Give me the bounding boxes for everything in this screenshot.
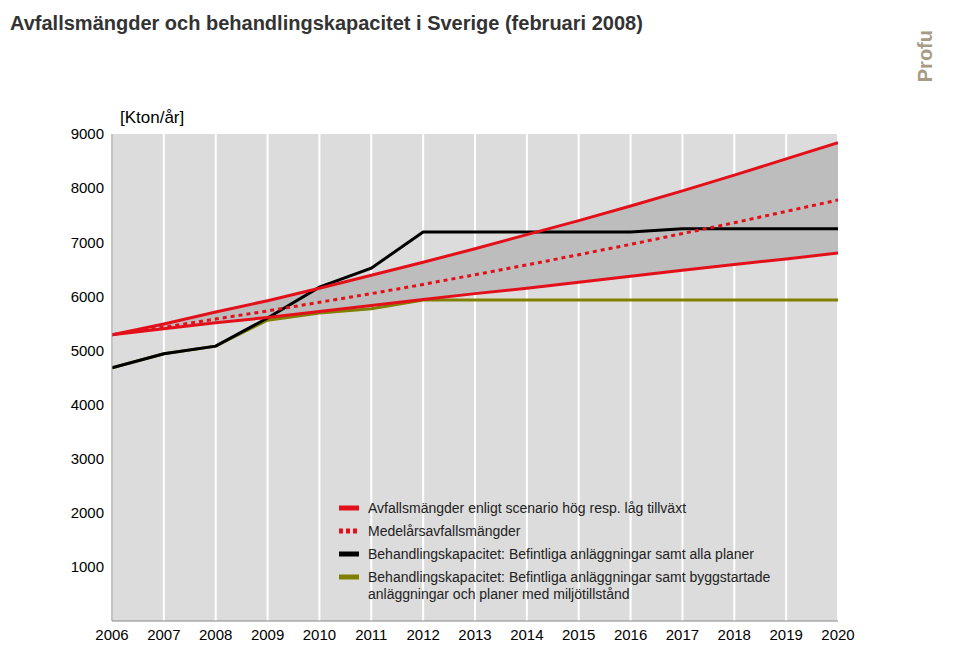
html-text:Behandlingskapacitet: Befintli: Behandlingskapacitet: Befintliga anläggn… [368, 569, 771, 602]
svg-text:2008: 2008 [199, 626, 232, 643]
svg-text:9000: 9000 [71, 125, 104, 142]
svg-text:2011: 2011 [355, 626, 387, 643]
svg-text:3000: 3000 [71, 450, 104, 467]
svg-text:7000: 7000 [71, 234, 104, 251]
svg-text:2014: 2014 [510, 626, 543, 643]
svg-text:8000: 8000 [71, 179, 104, 196]
svg-text:2013: 2013 [458, 626, 491, 643]
html-text:Behandlingskapacitet: Befintli: Behandlingskapacitet: Befintliga anläggn… [368, 546, 754, 562]
svg-text:2020: 2020 [821, 626, 854, 643]
svg-text:2006: 2006 [95, 626, 128, 643]
svg-text:5000: 5000 [71, 342, 104, 359]
svg-text:6000: 6000 [71, 288, 104, 305]
html-text:Avfallsmängder och behandlings: Avfallsmängder och behandlingskapacitet … [10, 12, 643, 34]
html-text:[Kton/år]: [Kton/år] [120, 108, 185, 127]
html-text:Medelårsavfallsmängder: Medelårsavfallsmängder [368, 523, 521, 539]
svg-text:4000: 4000 [71, 396, 104, 413]
svg-text:2009: 2009 [251, 626, 284, 643]
svg-text:2012: 2012 [406, 626, 439, 643]
svg-text:2016: 2016 [614, 626, 647, 643]
html-text:Avfallsmängder enligt scenario: Avfallsmängder enligt scenario hög resp.… [368, 500, 686, 516]
svg-text:2000: 2000 [71, 504, 104, 521]
svg-text:2010: 2010 [303, 626, 336, 643]
svg-text:2019: 2019 [769, 626, 802, 643]
html-text:Profu: Profu [914, 30, 936, 83]
svg-text:2007: 2007 [147, 626, 180, 643]
svg-text:1000: 1000 [71, 558, 104, 575]
svg-text:2017: 2017 [666, 626, 699, 643]
svg-text:2015: 2015 [562, 626, 595, 643]
svg-text:2018: 2018 [718, 626, 751, 643]
